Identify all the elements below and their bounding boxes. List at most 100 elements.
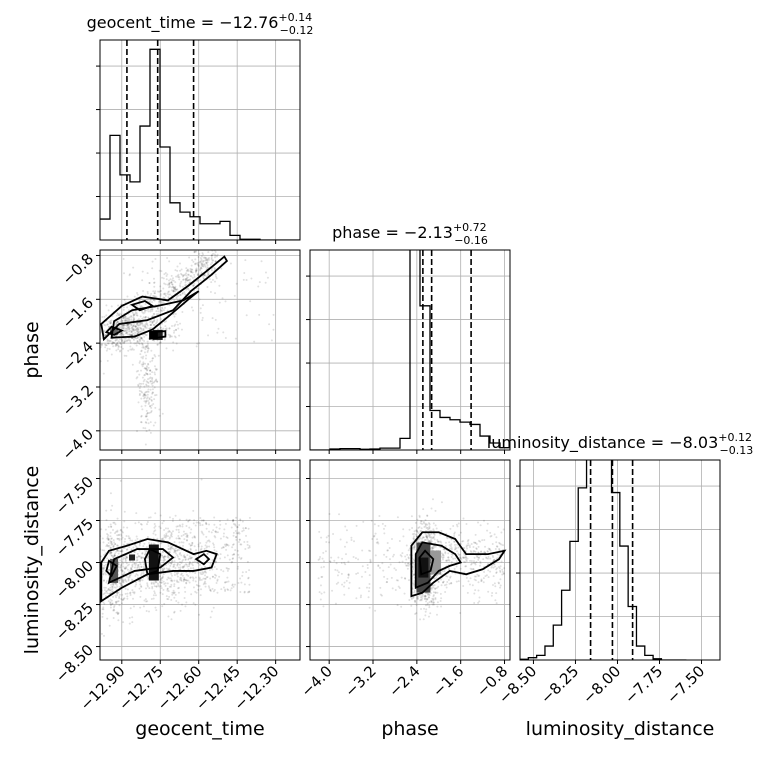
- scatter-point: [148, 401, 151, 404]
- scatter-point: [105, 579, 108, 582]
- scatter-point: [132, 348, 135, 351]
- scatter-point: [193, 282, 196, 285]
- scatter-point: [126, 319, 129, 322]
- scatter-point: [122, 317, 125, 320]
- scatter-point: [337, 556, 340, 559]
- scatter-point: [169, 579, 172, 582]
- scatter-point: [168, 537, 171, 540]
- scatter-point: [137, 331, 140, 334]
- scatter-point: [150, 410, 153, 413]
- scatter-point: [478, 600, 481, 603]
- scatter-point: [180, 280, 183, 283]
- scatter-point: [176, 562, 179, 565]
- scatter-point: [170, 281, 173, 284]
- scatter-point: [207, 257, 210, 260]
- scatter-point: [482, 558, 485, 561]
- scatter-point: [502, 572, 505, 575]
- scatter-point: [139, 338, 142, 341]
- scatter-point: [405, 544, 408, 547]
- scatter-point: [125, 331, 128, 334]
- scatter-point: [114, 586, 117, 589]
- scatter-point: [168, 260, 171, 263]
- scatter-point: [130, 548, 133, 551]
- scatter-point: [123, 340, 126, 343]
- scatter-point: [108, 624, 111, 627]
- scatter-point: [428, 525, 431, 528]
- scatter-point: [365, 586, 368, 589]
- scatter-point: [195, 345, 198, 348]
- scatter-point: [112, 521, 115, 524]
- scatter-point: [489, 549, 492, 552]
- scatter-point: [135, 573, 138, 576]
- scatter-point: [384, 524, 387, 527]
- scatter-point: [170, 574, 173, 577]
- scatter-point: [499, 571, 502, 574]
- scatter-point: [129, 333, 132, 336]
- scatter-point: [143, 393, 146, 396]
- scatter-point: [415, 603, 418, 606]
- scatter-point: [196, 342, 199, 345]
- scatter-point: [199, 548, 202, 551]
- scatter-point: [152, 294, 155, 297]
- scatter-point: [503, 567, 506, 570]
- scatter-point: [224, 588, 227, 591]
- scatter-point: [126, 597, 129, 600]
- scatter-point: [427, 596, 430, 599]
- scatter-point: [225, 536, 228, 539]
- scatter-point: [434, 592, 437, 595]
- scatter-point: [205, 261, 208, 264]
- scatter-point: [116, 529, 119, 532]
- scatter-point: [109, 531, 112, 534]
- scatter-point: [186, 579, 189, 582]
- scatter-point: [431, 546, 434, 549]
- scatter-point: [199, 268, 202, 271]
- scatter-point: [398, 540, 401, 543]
- scatter-point: [121, 577, 124, 580]
- scatter-point: [160, 587, 163, 590]
- scatter-point: [162, 588, 165, 591]
- scatter-point: [122, 621, 125, 624]
- scatter-point: [121, 570, 124, 573]
- scatter-point: [112, 341, 115, 344]
- scatter-point: [110, 319, 113, 322]
- scatter-point: [179, 576, 182, 579]
- scatter-point: [183, 586, 186, 589]
- scatter-point: [151, 321, 154, 324]
- scatter-point: [144, 357, 147, 360]
- scatter-point: [177, 557, 180, 560]
- histogram-bin: [578, 488, 586, 660]
- scatter-point: [205, 527, 208, 530]
- scatter-point: [445, 559, 448, 562]
- scatter-point: [424, 523, 427, 526]
- scatter-point: [213, 566, 216, 569]
- scatter-point: [173, 541, 176, 544]
- scatter-point: [500, 531, 503, 534]
- scatter-point: [192, 577, 195, 580]
- scatter-point: [172, 286, 175, 289]
- scatter-point: [149, 299, 152, 302]
- scatter-point: [139, 555, 142, 558]
- scatter-point: [135, 535, 138, 538]
- scatter-point: [103, 592, 106, 595]
- scatter-point: [119, 342, 122, 345]
- scatter-point: [213, 588, 216, 591]
- scatter-point: [122, 556, 125, 559]
- scatter-point: [419, 520, 422, 523]
- scatter-point: [185, 274, 188, 277]
- scatter-point: [147, 384, 150, 387]
- scatter-point: [116, 592, 119, 595]
- scatter-point: [414, 601, 417, 604]
- scatter-point: [166, 589, 169, 592]
- scatter-point: [224, 590, 227, 593]
- scatter-point: [187, 287, 190, 290]
- scatter-point: [125, 566, 128, 569]
- scatter-point: [150, 404, 153, 407]
- scatter-point: [202, 260, 205, 263]
- scatter-point: [239, 590, 242, 593]
- scatter-point: [167, 545, 170, 548]
- scatter-point: [133, 551, 136, 554]
- scatter-point: [154, 594, 157, 597]
- scatter-point: [214, 530, 217, 533]
- scatter-point: [329, 560, 332, 563]
- scatter-point: [147, 516, 150, 519]
